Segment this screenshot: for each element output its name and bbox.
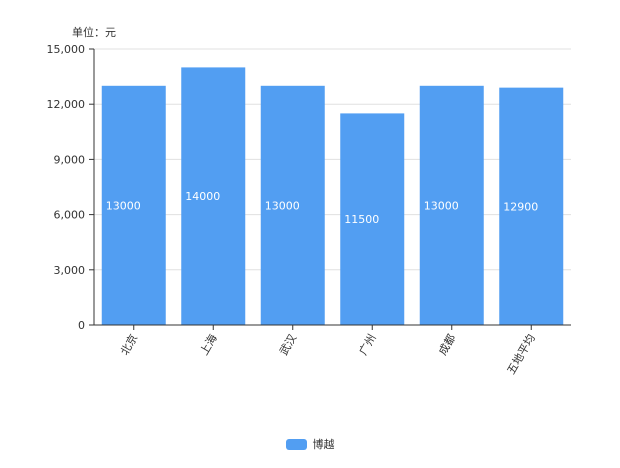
- x-tick-label: 成都: [436, 332, 458, 358]
- bar-value-label: 13000: [106, 199, 141, 212]
- legend[interactable]: 博越: [0, 436, 620, 452]
- bar[interactable]: [499, 87, 564, 325]
- y-tick-label: 0: [78, 319, 85, 332]
- bar[interactable]: [340, 113, 405, 326]
- bar-value-label: 13000: [265, 199, 300, 212]
- bar-value-label: 13000: [424, 199, 459, 212]
- y-tick-label: 6,000: [54, 209, 86, 222]
- x-tick-label: 北京: [117, 332, 140, 358]
- bar[interactable]: [181, 67, 246, 326]
- x-tick-label: 五地平均: [505, 332, 538, 377]
- value-labels: 13000 14000 13000 11500 13000 12900: [106, 190, 539, 226]
- legend-label: 博越: [312, 438, 335, 451]
- bar-value-label: 14000: [185, 190, 220, 203]
- y-tick-label: 9,000: [54, 153, 86, 166]
- y-axis-ticks: 0 3,000 6,000 9,000 12,000 15,000: [47, 43, 94, 332]
- x-axis-ticks: 北京 上海 武汉 广州 成都 五地平均: [117, 325, 538, 377]
- bar-value-label: 12900: [503, 200, 538, 213]
- bar-layer: [101, 67, 564, 326]
- grid-layer: [94, 48, 571, 271]
- y-tick-label: 15,000: [47, 43, 86, 56]
- x-tick-label: 上海: [197, 332, 220, 358]
- bar[interactable]: [101, 85, 166, 325]
- x-tick-label: 广州: [357, 332, 379, 358]
- bar[interactable]: [419, 85, 484, 325]
- y-tick-label: 3,000: [54, 264, 86, 277]
- bar[interactable]: [260, 85, 325, 325]
- bar-value-label: 11500: [344, 213, 379, 226]
- x-tick-label: 武汉: [277, 332, 299, 358]
- y-tick-label: 12,000: [47, 98, 86, 111]
- legend-swatch: [285, 438, 307, 450]
- axis-layer: [93, 49, 571, 326]
- unit-label: 单位：元: [72, 25, 116, 39]
